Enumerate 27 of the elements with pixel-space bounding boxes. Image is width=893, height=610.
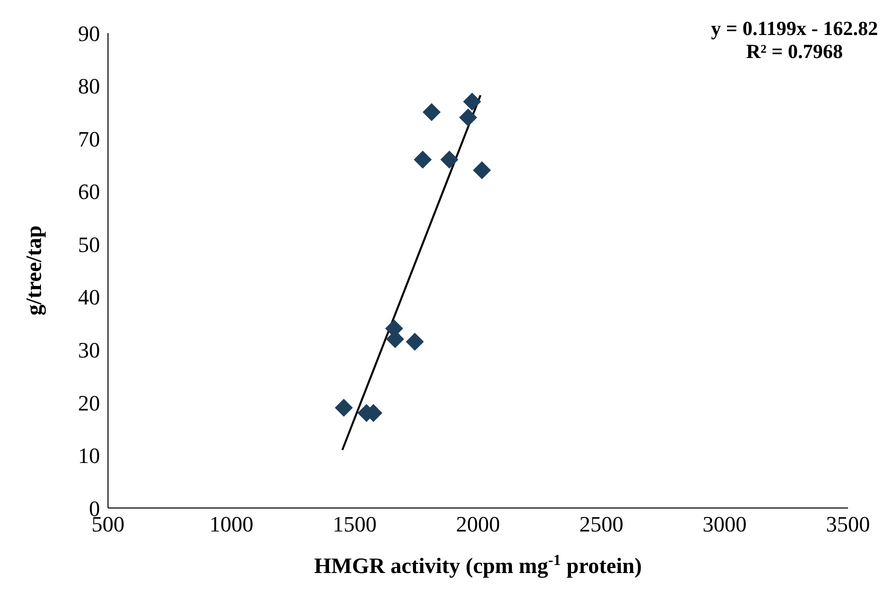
y-tick-label: 10 [78,443,100,468]
y-tick-label: 40 [78,284,100,310]
point [406,332,424,351]
x-tick-label: 2000 [456,512,500,537]
point [414,150,432,169]
annotation: y = 0.1199x - 162.82 [711,18,878,41]
y-axis-title: g/tree/tap [20,225,46,316]
y-tick-label: 20 [78,390,100,416]
y-tick-label: 60 [78,179,100,204]
y-tick-label: 80 [78,74,100,99]
point [459,108,478,126]
point [440,150,458,169]
x-axis-title: HMGR activity (cpm mg$^{-1}$ protein) [314,552,642,578]
x-tick-label: 3500 [826,512,870,537]
x-tick-label: 1500 [332,512,377,537]
y-tick-label: 50 [78,232,100,257]
x-tick-label: 2500 [579,512,624,537]
point [463,92,482,111]
y-tick-label: 30 [78,337,100,362]
x-tick-label: 3000 [702,512,747,537]
y-tick-label: 90 [78,20,100,46]
y-tick-label: 70 [78,126,100,152]
point [472,161,491,180]
x-tick-label: 1000 [209,512,254,537]
annotation: R² = 0.7968 [745,41,844,64]
point [334,398,353,417]
point [422,103,441,122]
